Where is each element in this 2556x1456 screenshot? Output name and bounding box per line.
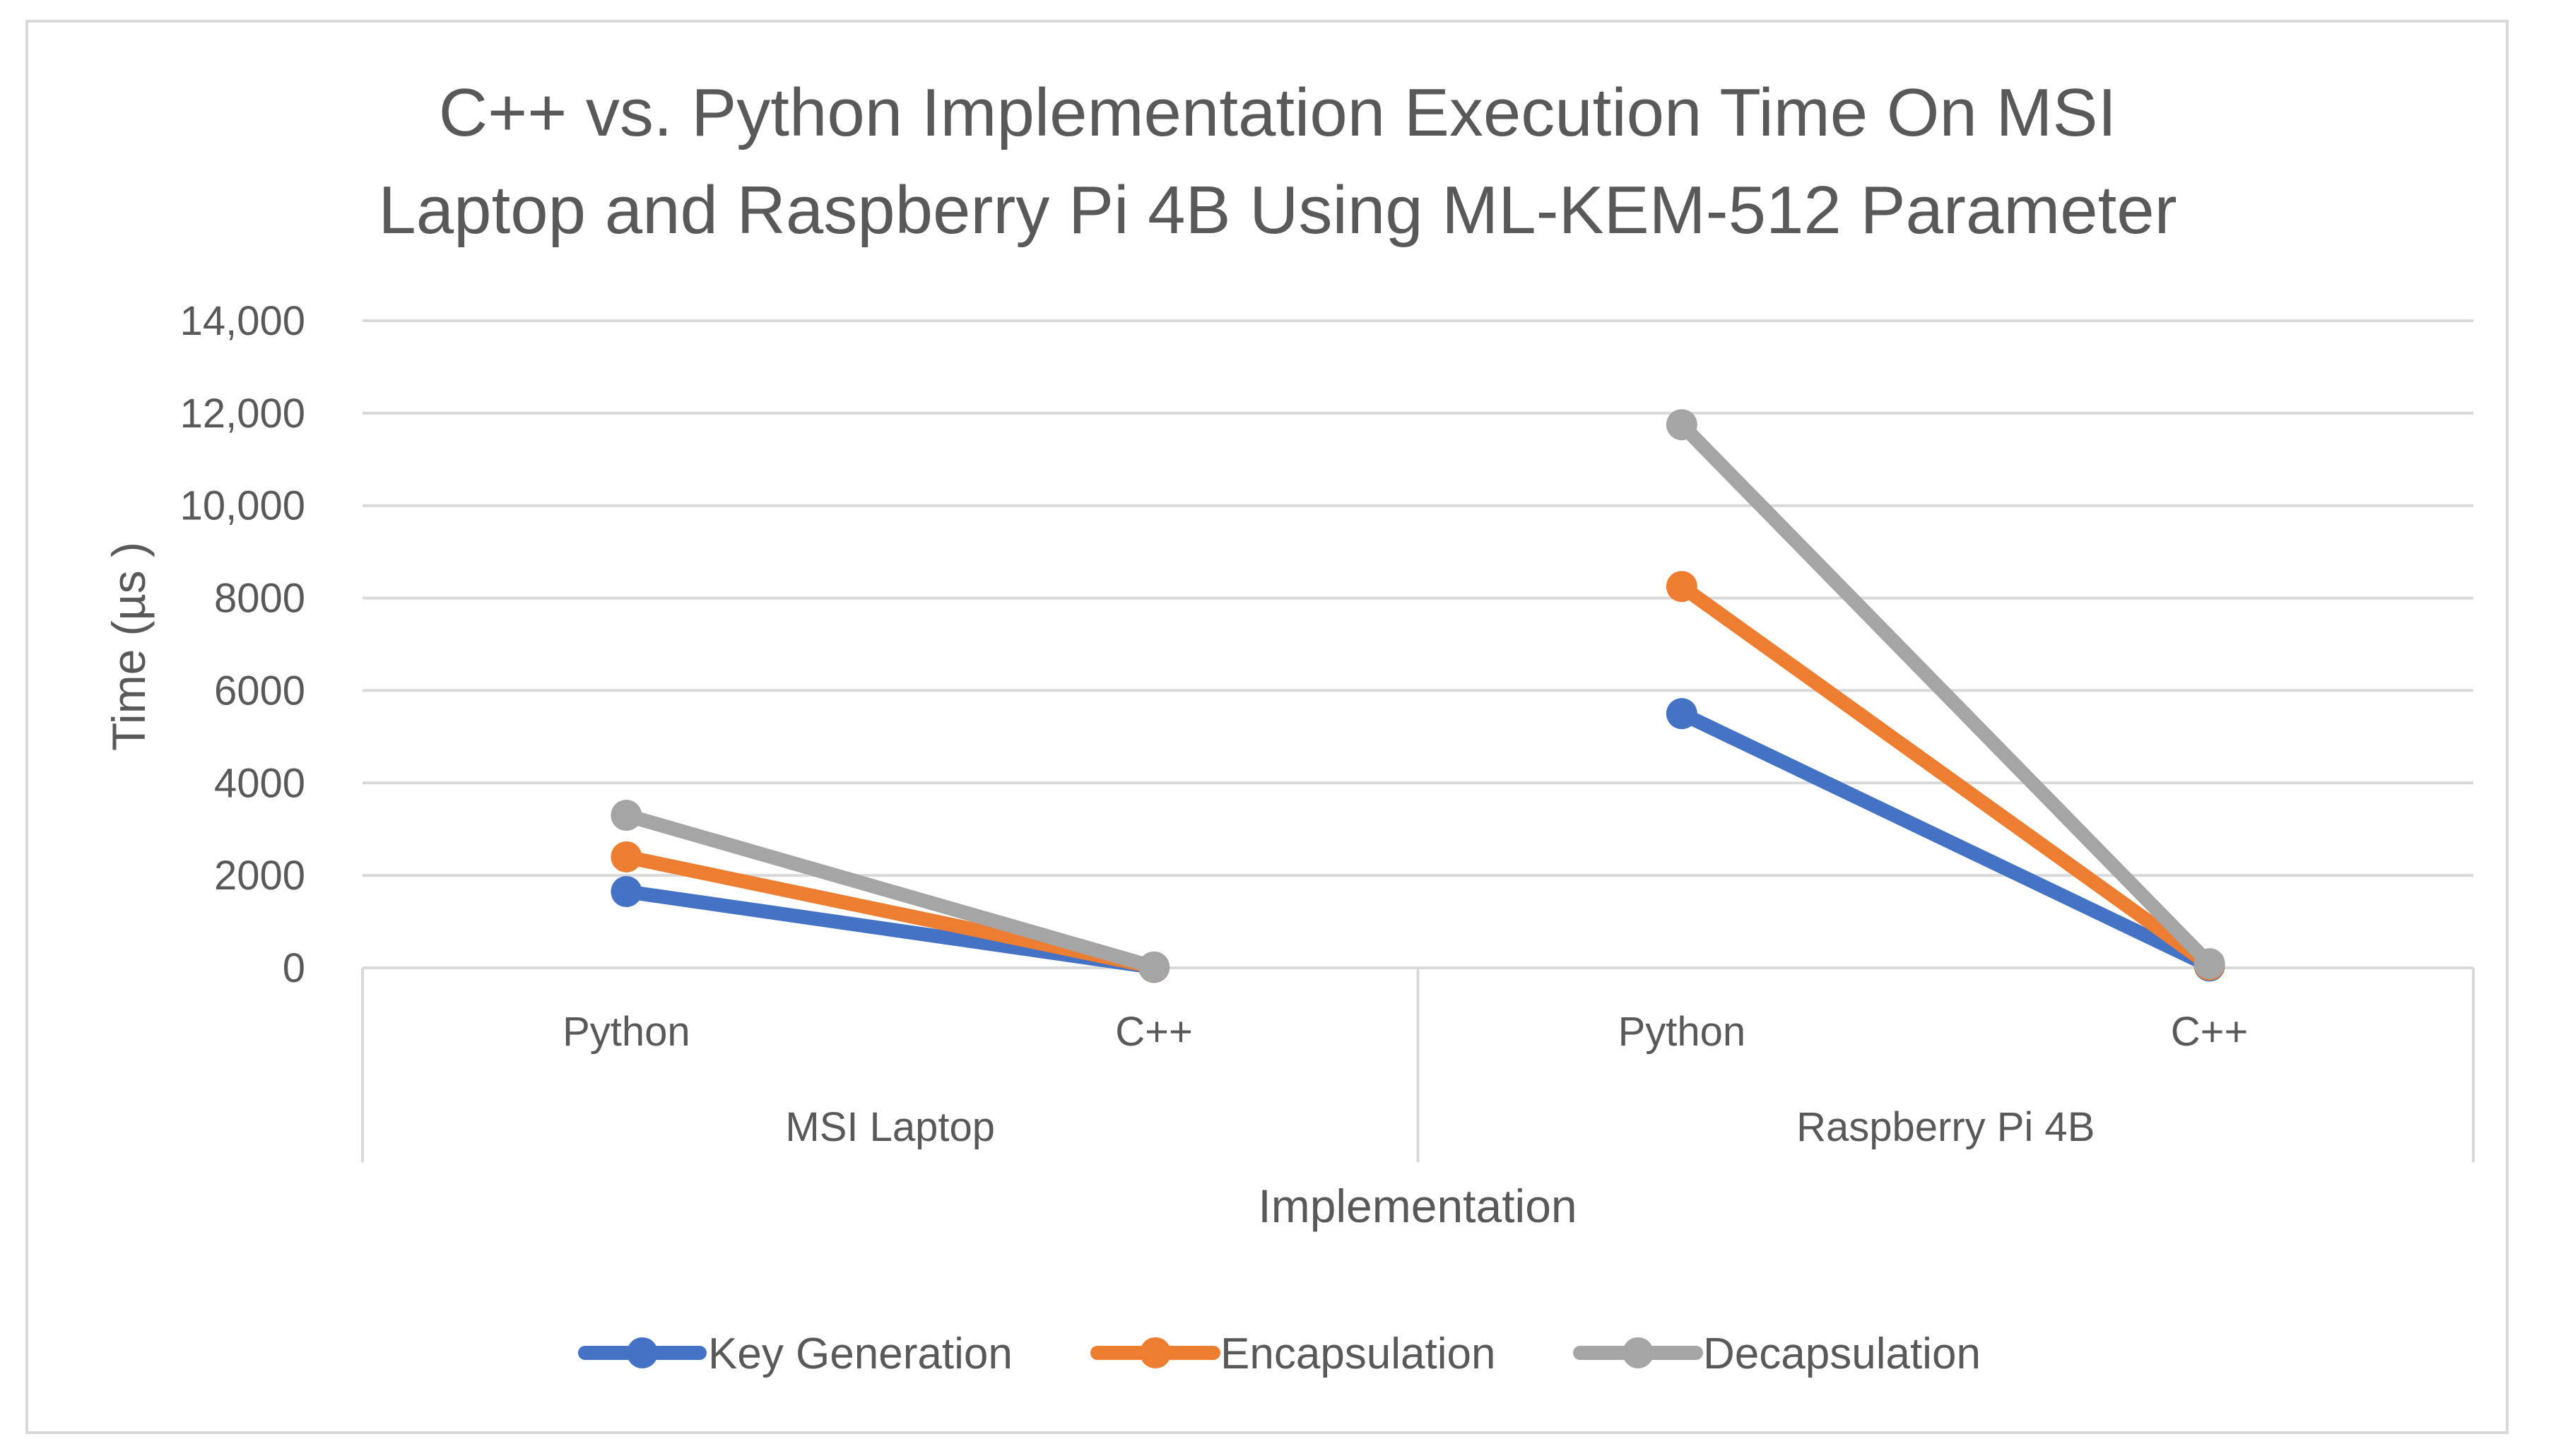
y-tick-label-8000: 8000 <box>214 576 305 622</box>
data-point-decapsulation <box>2193 948 2225 980</box>
chart-title-line-2: Laptop and Raspberry Pi 4B Using ML-KEM-… <box>378 172 2177 248</box>
data-point-encapsulation <box>611 841 642 872</box>
legend-swatch-marker <box>1140 1337 1171 1368</box>
data-point-key-generation <box>1666 698 1697 730</box>
series-line-decapsulation <box>619 808 1162 974</box>
y-tick-label-12000: 12,000 <box>180 391 305 437</box>
chart-frame <box>25 20 2509 1434</box>
legend: Key Generation Encapsulation Decapsulation <box>578 1330 1981 1378</box>
y-tick-label-10000: 10,000 <box>180 483 305 529</box>
x-group-label: Raspberry Pi 4B <box>1796 1104 2095 1150</box>
legend-swatch-marker <box>627 1337 658 1368</box>
legend-item-decapsulation: Decapsulation <box>1573 1330 1981 1378</box>
legend-label: Encapsulation <box>1220 1330 1496 1378</box>
x-axis-title: Implementation <box>1258 1180 1577 1232</box>
data-point-decapsulation <box>611 800 642 831</box>
x-category-label: C++ <box>1115 1009 1193 1055</box>
series-decapsulation <box>611 409 2225 983</box>
y-tick-label-4000: 4000 <box>214 760 305 806</box>
y-tick-label-2000: 2000 <box>214 853 305 899</box>
series-line-decapsulation <box>1674 418 2217 971</box>
x-axis: Python C++ MSI Laptop Python C++ Raspberry Pi… <box>361 966 2475 1162</box>
legend-swatch-marker <box>1622 1337 1654 1368</box>
y-tick-label-0: 0 <box>283 945 305 991</box>
series-line-key-generation <box>1674 706 2217 973</box>
x-category-label: Python <box>563 1009 690 1055</box>
series-lines <box>611 409 2225 983</box>
data-point-decapsulation <box>1666 409 1697 441</box>
series-line-encapsulation <box>1674 579 2217 973</box>
gridlines <box>363 319 2473 877</box>
data-point-decapsulation <box>1138 951 1170 983</box>
chart-title-group: C++ vs. Python Implementation Execution … <box>378 75 2177 248</box>
legend-item-encapsulation: Encapsulation <box>1090 1330 1496 1378</box>
chart-title-line-1: C++ vs. Python Implementation Execution … <box>439 75 2116 150</box>
x-group-label: MSI Laptop <box>785 1104 995 1150</box>
x-category-label: Python <box>1618 1009 1746 1055</box>
y-tick-label-6000: 6000 <box>214 668 305 714</box>
y-axis-title: Time (µs ) <box>102 542 155 751</box>
data-point-key-generation <box>611 876 642 908</box>
legend-label: Decapsulation <box>1703 1330 1981 1378</box>
legend-item-key-generation: Key Generation <box>578 1330 1013 1378</box>
y-tick-label-14000: 14,000 <box>180 298 305 344</box>
data-point-encapsulation <box>1666 571 1697 603</box>
legend-label: Key Generation <box>708 1330 1013 1378</box>
x-category-label: C++ <box>2171 1009 2249 1055</box>
y-tick-labels: 0 2000 4000 6000 8000 10,000 12,000 14,000 <box>180 298 305 991</box>
